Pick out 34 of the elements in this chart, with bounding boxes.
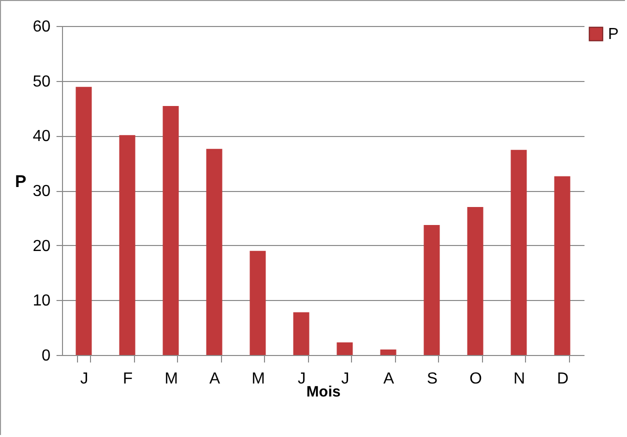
bar	[162, 106, 179, 355]
x-tick-label: J	[341, 370, 350, 388]
bar	[206, 148, 222, 355]
x-tick-label: J	[80, 370, 88, 388]
x-tick-label: A	[383, 370, 394, 388]
x-tick-label: O	[470, 370, 482, 388]
x-tick-label: N	[513, 370, 526, 388]
y-tick-label: 20	[32, 238, 51, 255]
y-tick-label: 0	[42, 348, 51, 364]
bar	[554, 176, 570, 355]
y-tick-label: 60	[32, 18, 51, 36]
bar	[467, 206, 484, 355]
bar	[119, 135, 136, 355]
legend-label: P	[608, 26, 619, 43]
x-tick-label: M	[252, 370, 265, 388]
x-tick-label: D	[556, 370, 569, 388]
y-tick-label: 10	[32, 292, 51, 310]
x-tick-label: S	[426, 370, 438, 388]
bar	[510, 150, 527, 355]
x-tick-label: M	[164, 370, 178, 388]
y-tick-label: 40	[32, 128, 51, 146]
y-tick-label: 30	[32, 183, 51, 200]
bar	[76, 86, 92, 355]
bar	[250, 250, 266, 355]
x-tick-label: A	[209, 370, 220, 388]
bar	[424, 225, 440, 355]
y-axis-title: P	[15, 172, 26, 191]
bar	[380, 350, 396, 355]
bar	[293, 312, 310, 355]
bar	[336, 342, 353, 355]
x-axis-title: Mois	[306, 384, 341, 400]
x-tick-label: J	[298, 370, 306, 388]
x-tick-label: F	[122, 370, 133, 388]
y-tick-label: 50	[32, 73, 51, 90]
